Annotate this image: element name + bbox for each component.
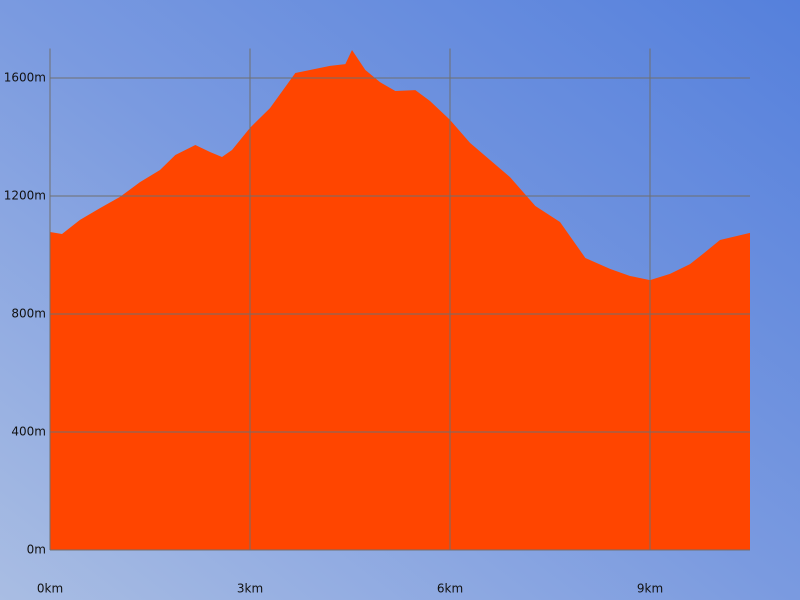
y-tick-label: 400m: [11, 425, 46, 439]
x-tick-label: 0km: [37, 582, 63, 596]
y-tick-label: 1200m: [4, 189, 46, 203]
x-tick-label: 6km: [437, 582, 463, 596]
y-tick-label: 0m: [27, 543, 46, 557]
y-tick-label: 800m: [11, 307, 46, 321]
y-tick-label: 1600m: [4, 71, 46, 85]
x-tick-label: 9km: [637, 582, 663, 596]
elevation-area: [50, 49, 750, 550]
x-tick-label: 3km: [237, 582, 263, 596]
